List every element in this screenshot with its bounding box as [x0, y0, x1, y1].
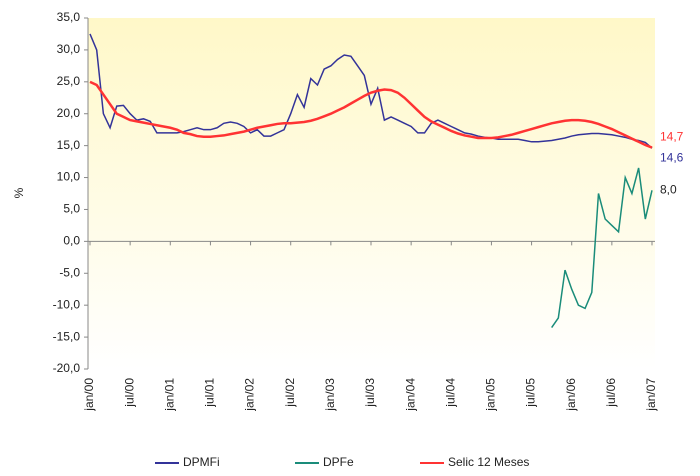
legend-label: Selic 12 Meses: [448, 455, 529, 469]
y-tick-label: 15,0: [57, 138, 81, 152]
y-axis-label: %: [12, 187, 26, 198]
y-tick-label: -15,0: [53, 329, 81, 343]
x-tick-label: jul/05: [524, 378, 538, 408]
x-tick-label: jan/00: [82, 378, 96, 412]
y-tick-label: 25,0: [57, 74, 81, 88]
y-tick-label: 10,0: [57, 170, 81, 184]
y-tick-label: 5,0: [63, 202, 80, 216]
x-tick-label: jan/02: [243, 378, 257, 412]
series-line: [551, 167, 653, 328]
y-tick-label: -10,0: [53, 297, 81, 311]
x-tick-label: jan/06: [564, 378, 578, 412]
y-tick-label: -20,0: [53, 361, 81, 375]
x-tick-label: jan/05: [484, 378, 498, 412]
y-tick-label: 20,0: [57, 106, 81, 120]
x-tick-label: jul/02: [283, 378, 297, 408]
legend-label: DPFe: [323, 455, 354, 469]
y-tick-label: -5,0: [59, 265, 80, 279]
x-tick-label: jul/06: [604, 378, 618, 408]
x-tick-label: jul/00: [122, 378, 136, 408]
series-line: [89, 80, 653, 149]
x-tick-label: jul/01: [203, 378, 217, 408]
value-label: 14,6: [660, 150, 684, 164]
x-tick-label: jan/04: [403, 378, 417, 412]
value-label: 8,0: [660, 182, 677, 196]
y-tick-label: 0,0: [63, 234, 80, 248]
y-tick-label: 30,0: [57, 42, 81, 56]
legend-label: DPMFi: [183, 455, 220, 469]
plot-area: [88, 18, 655, 369]
x-tick-label: jul/04: [443, 378, 457, 408]
x-tick-label: jul/03: [363, 378, 377, 408]
y-tick-label: 35,0: [57, 10, 81, 24]
value-label: 14,7: [660, 130, 684, 144]
x-tick-label: jan/03: [323, 378, 337, 412]
x-tick-label: jan/01: [162, 378, 176, 412]
x-tick-label: jan/07: [644, 378, 658, 412]
